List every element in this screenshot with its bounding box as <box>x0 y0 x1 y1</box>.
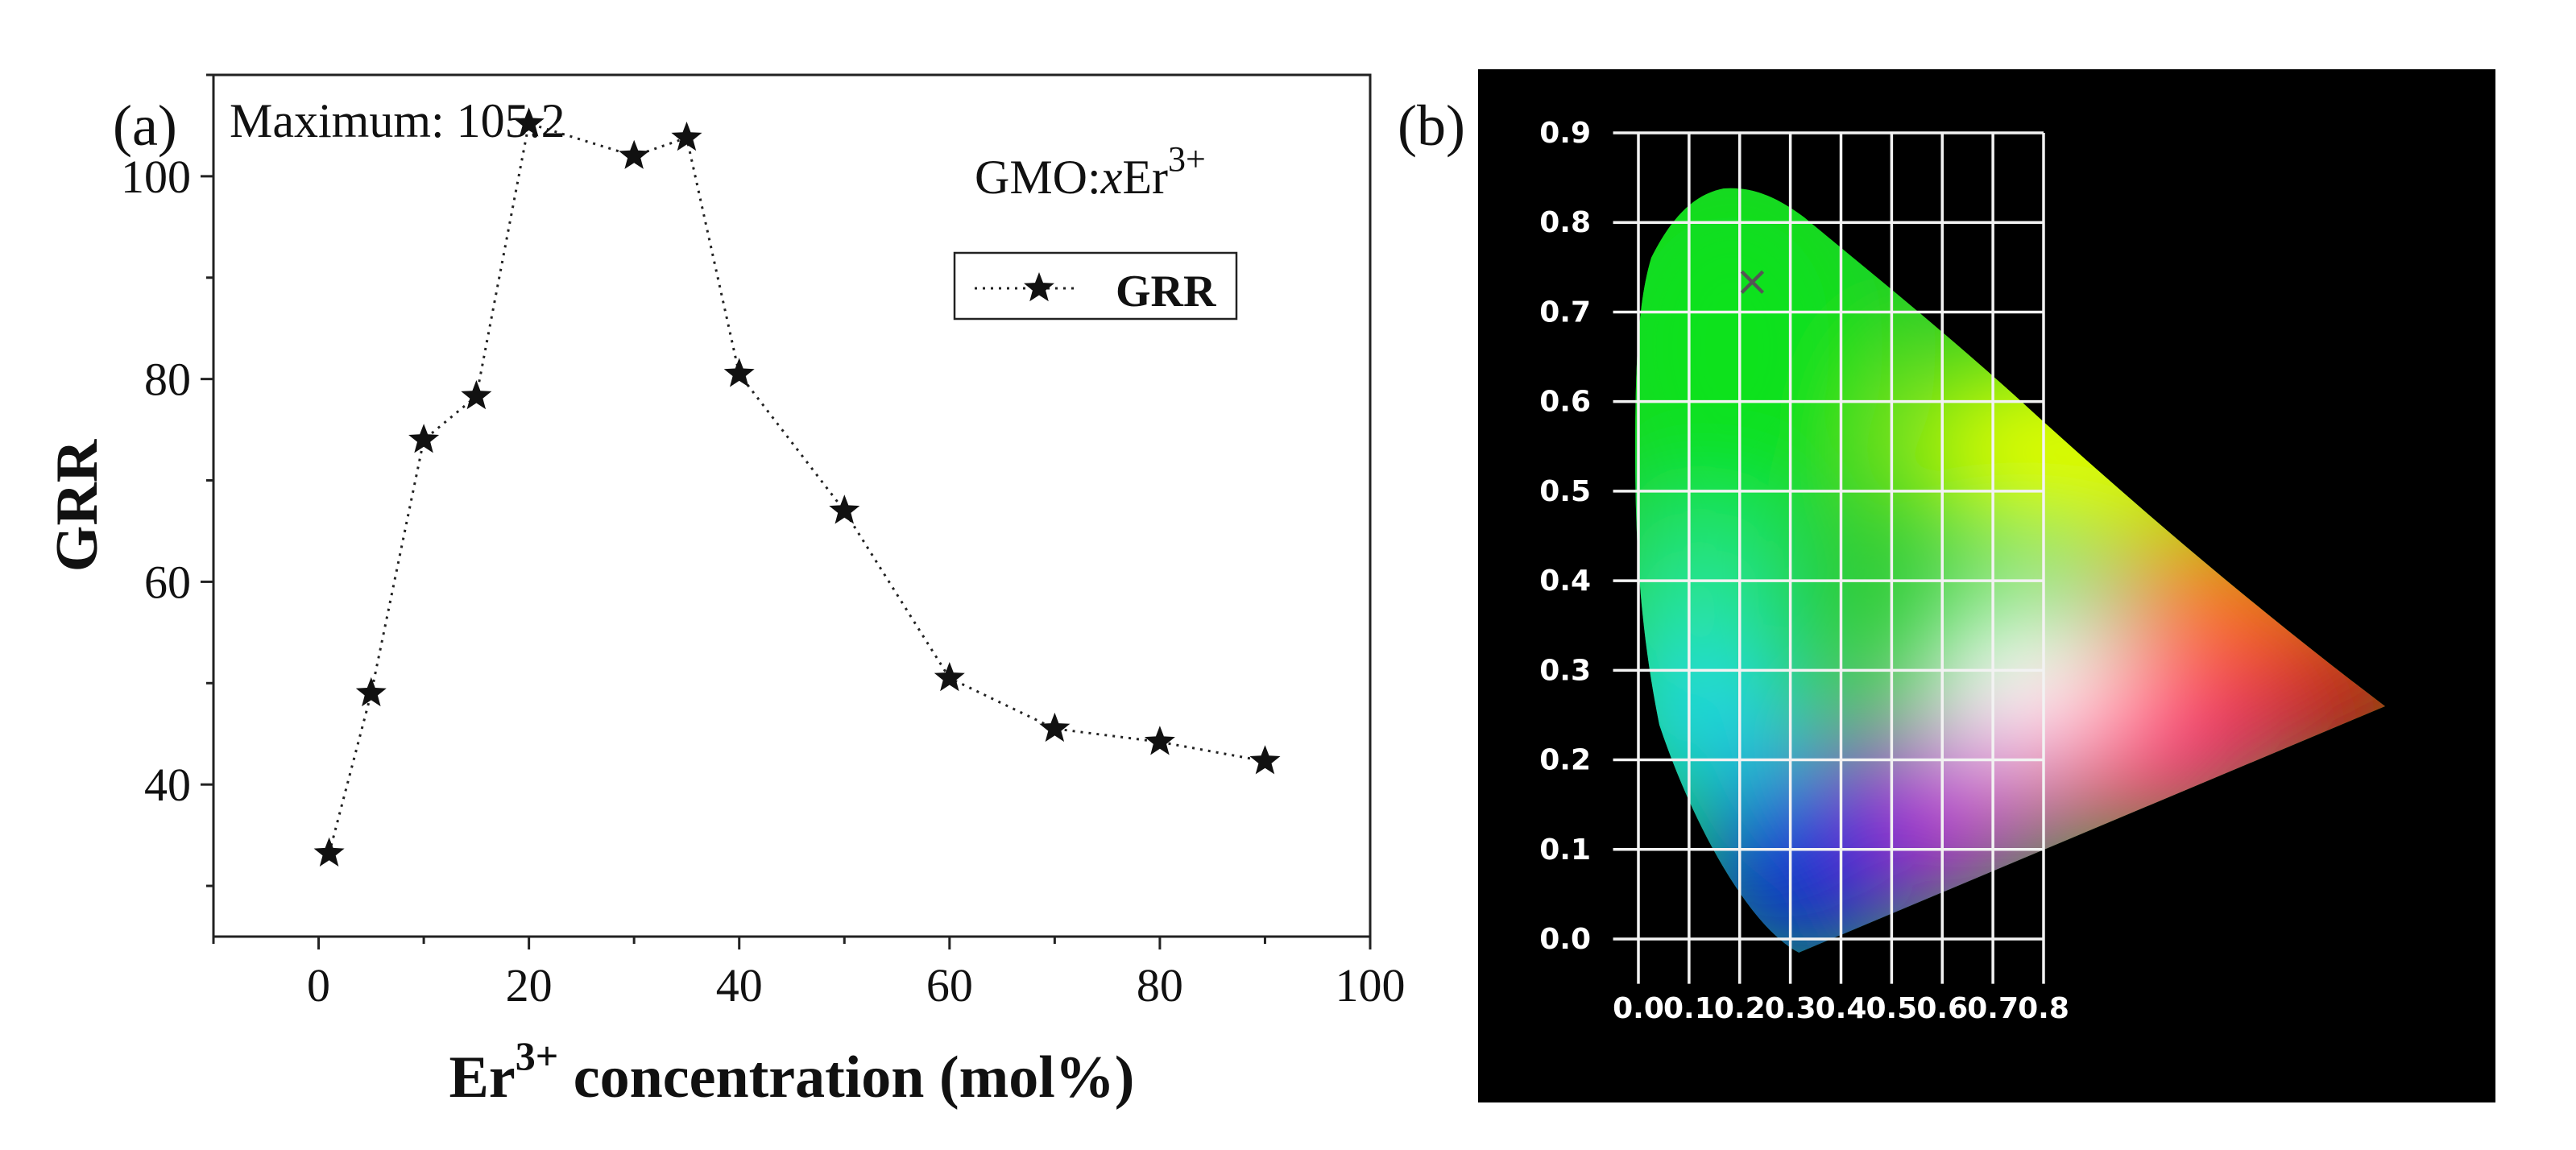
y-tick-label: 40 <box>144 759 191 811</box>
x-tick-label: 80 <box>1137 959 1183 1011</box>
grr-series-points <box>313 107 1281 867</box>
cie-x-tick-label: 0.4 <box>1816 992 1867 1025</box>
grr-data-point <box>1039 712 1071 743</box>
grr-data-point <box>723 358 755 387</box>
grr-data-point <box>671 122 702 151</box>
grr-data-point <box>355 676 387 707</box>
cie-y-tick-label: 0.8 <box>1539 206 1591 239</box>
y-tick-label: 100 <box>121 151 191 203</box>
grr-data-point <box>1144 726 1175 755</box>
cie-coordinate-marker: × <box>1735 258 1770 306</box>
cie-x-tick-label: 0.6 <box>1916 992 1968 1025</box>
panel-a-label: (a) <box>113 93 177 158</box>
x-tick-label: 100 <box>1336 959 1406 1011</box>
cie-y-tick-label: 0.1 <box>1539 834 1591 867</box>
cie-y-tick-label: 0.7 <box>1539 296 1591 329</box>
cie-y-tick-label: 0.4 <box>1539 565 1591 598</box>
cie-y-tick-label: 0.9 <box>1539 117 1591 150</box>
cie-x-tick-label: 0.2 <box>1714 992 1766 1025</box>
x-tick-label: 40 <box>716 959 763 1011</box>
cie-x-tick-label: 0.5 <box>1866 992 1917 1025</box>
panel-b-label: (b) <box>1398 93 1465 158</box>
legend-star-marker <box>1024 272 1054 302</box>
grr-data-point <box>829 494 860 524</box>
x-tick-label: 0 <box>307 959 330 1011</box>
panel-a-grr-chart: 0 20 40 60 80 100 40 60 80 100 (a) Maximum: 105.2… <box>44 73 1406 1111</box>
cie-y-tick-label: 0.3 <box>1539 654 1591 687</box>
legend-label: GRR <box>1116 267 1216 316</box>
maximum-annotation: Maximum: 105.2 <box>230 94 565 147</box>
cie-x-tick-label: 0.0 <box>1613 992 1664 1025</box>
cie-tick-labels: 0.0 0.1 0.2 0.3 0.4 0.5 0.6 0.7 0.80.00.10.20.30… <box>1539 117 2069 1025</box>
y-axis-label: GRR <box>44 438 110 572</box>
tick-labels: 0 20 40 60 80 100 40 60 80 100 <box>121 151 1406 1011</box>
grr-data-point <box>513 107 545 137</box>
cie-x-tick-label: 0.7 <box>1967 992 2019 1025</box>
grr-series-line <box>328 122 1265 854</box>
plot-frame <box>212 73 1372 938</box>
x-tick-label: 60 <box>926 959 973 1011</box>
grr-data-point <box>619 139 650 169</box>
legend: GRR <box>953 251 1238 321</box>
panel-b-cie-diagram: (b) 0.0 0.1 0. <box>1398 69 2495 1102</box>
grr-data-point <box>934 662 965 692</box>
grr-data-point <box>1249 745 1281 775</box>
cie-y-tick-label: 0.0 <box>1539 923 1591 956</box>
cie-x-tick-label: 0.8 <box>2018 992 2069 1025</box>
x-tick-label: 20 <box>506 959 553 1011</box>
cie-x-tick-label: 0.3 <box>1765 992 1816 1025</box>
cie-x-tick-label: 0.1 <box>1663 992 1715 1025</box>
cie-y-tick-label: 0.6 <box>1539 386 1591 419</box>
cie-grid <box>1613 131 2045 984</box>
cie-y-tick-label: 0.2 <box>1539 744 1591 777</box>
y-tick-label: 60 <box>144 556 191 608</box>
grr-data-point <box>313 837 345 867</box>
x-axis-label: Er3+ concentration (mol%) <box>449 1033 1135 1111</box>
grr-data-point <box>461 380 492 410</box>
y-tick-label: 80 <box>144 354 191 406</box>
axis-ticks <box>201 73 1372 949</box>
sample-label: GMO:xEr3+ <box>975 139 1206 204</box>
cie-y-tick-label: 0.5 <box>1539 475 1591 508</box>
grr-data-point <box>408 424 440 453</box>
